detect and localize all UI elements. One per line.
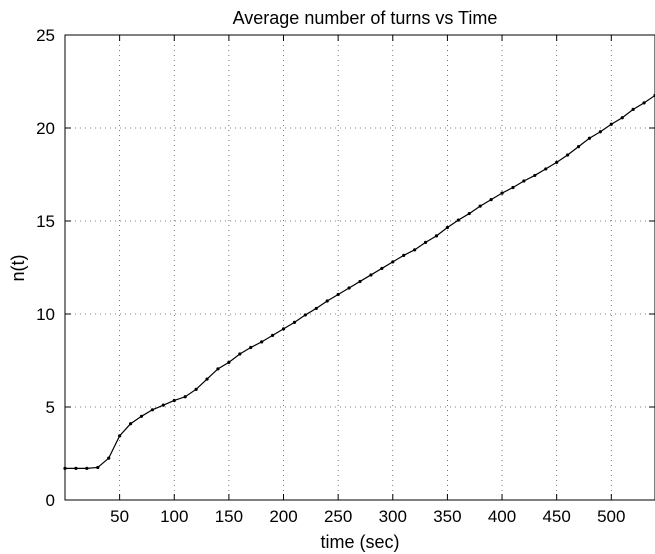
x-tick-label: 50	[110, 507, 129, 526]
data-point	[85, 466, 89, 470]
data-point	[172, 398, 176, 403]
x-tick-label: 450	[542, 507, 570, 526]
data-point	[609, 122, 613, 126]
data-point	[96, 465, 100, 470]
data-point	[150, 408, 155, 412]
x-tick-label: 200	[269, 507, 297, 526]
data-point	[205, 377, 209, 381]
data-point	[445, 225, 450, 230]
series-layer	[63, 93, 655, 470]
data-point	[413, 248, 417, 252]
x-tick-label: 400	[488, 507, 516, 526]
data-point	[642, 101, 646, 105]
x-axis-label: time (sec)	[320, 532, 399, 552]
data-point	[358, 279, 362, 284]
data-point	[631, 107, 635, 111]
chart-title: Average number of turns vs Time	[233, 8, 498, 28]
data-point	[576, 145, 581, 149]
data-point	[183, 395, 187, 399]
data-point	[423, 240, 428, 244]
data-point	[587, 136, 592, 140]
x-tick-label: 500	[597, 507, 625, 526]
data-point	[369, 273, 373, 277]
x-tick-label: 100	[160, 507, 188, 526]
data-point	[489, 198, 493, 202]
data-point	[260, 340, 264, 344]
data-point	[238, 352, 242, 356]
data-point	[478, 204, 482, 208]
data-point	[533, 173, 537, 178]
data-point	[380, 266, 384, 271]
y-tick-label: 0	[46, 491, 55, 510]
x-tick-label: 350	[433, 507, 461, 526]
data-point	[139, 414, 144, 418]
y-tick-label: 20	[36, 119, 55, 138]
data-point	[555, 160, 559, 165]
data-point	[325, 299, 329, 303]
data-point	[227, 360, 231, 364]
data-point	[467, 211, 471, 216]
plot-frame	[64, 34, 655, 501]
data-point	[194, 387, 198, 391]
data-point	[314, 306, 318, 311]
data-point	[249, 345, 253, 350]
x-tick-label: 250	[324, 507, 352, 526]
data-point	[216, 367, 220, 371]
data-point	[456, 218, 460, 222]
data-point	[107, 456, 111, 460]
data-point	[281, 327, 286, 331]
data-point	[391, 260, 395, 264]
data-point	[336, 292, 340, 297]
x-tick-label: 150	[215, 507, 243, 526]
data-point	[598, 130, 602, 134]
data-point	[620, 116, 624, 120]
data-point	[500, 191, 504, 195]
data-point	[270, 333, 275, 337]
ticks: 50 100 150 200 250 300 350 400 450 500 0 5 10 15 20 25	[36, 26, 655, 526]
y-tick-label: 10	[36, 305, 55, 324]
data-point	[565, 153, 570, 157]
data-point	[544, 167, 548, 171]
data-point	[303, 313, 307, 317]
data-point	[74, 466, 78, 470]
data-point	[128, 422, 133, 426]
data-point	[161, 403, 165, 407]
y-tick-label: 25	[36, 26, 55, 45]
x-tick-label: 300	[379, 507, 407, 526]
data-point	[292, 320, 297, 324]
data-point	[434, 234, 439, 238]
y-tick-label: 15	[36, 212, 55, 231]
data-point	[402, 253, 406, 258]
data-point	[522, 179, 526, 183]
grid	[65, 35, 655, 500]
y-axis-label: n(t)	[8, 255, 28, 282]
data-point	[118, 434, 122, 438]
data-point	[347, 286, 351, 290]
data-point	[511, 185, 515, 190]
y-tick-label: 5	[46, 398, 55, 417]
